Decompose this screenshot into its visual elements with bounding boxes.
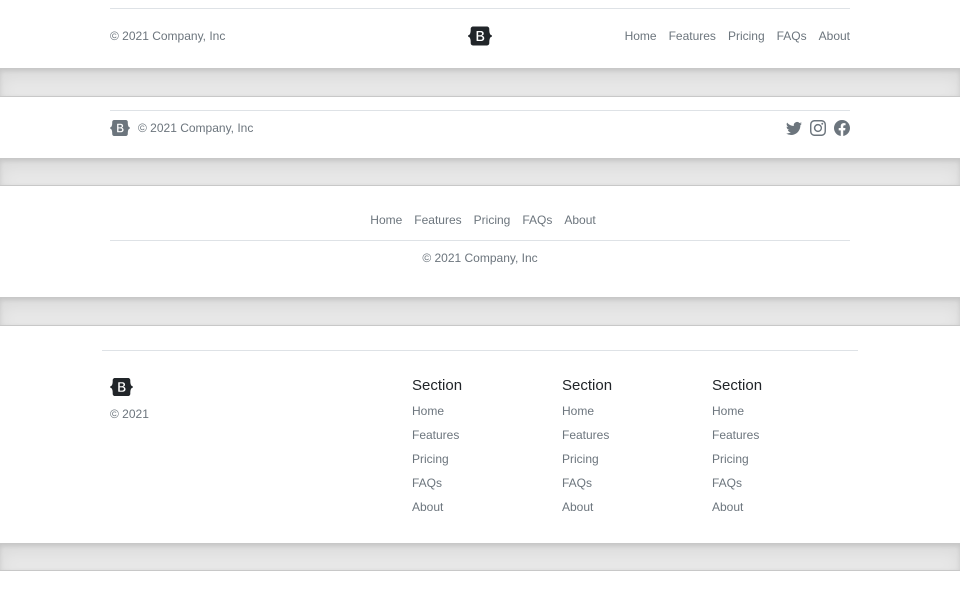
footer-social: © 2021 Company, Inc [110, 110, 850, 145]
social-links [786, 120, 850, 136]
nav-link-pricing[interactable]: Pricing [562, 452, 599, 466]
section-title: Section [712, 377, 763, 394]
section-title: Section [562, 377, 613, 394]
nav-item: FAQs [412, 474, 552, 492]
nav-link-faqs[interactable]: FAQs [412, 476, 443, 490]
copyright-text: © 2021 [110, 407, 149, 421]
nav-link-home[interactable]: Home [412, 404, 445, 418]
example-divider [0, 158, 960, 186]
footer-centered-nav: Home Features Pricing FAQs About [110, 213, 850, 227]
nav-link-features[interactable]: Features [412, 428, 460, 442]
nav-link-features[interactable]: Features [414, 213, 462, 227]
nav-item: About [562, 498, 702, 516]
nav-link-features[interactable]: Features [562, 428, 610, 442]
nav-item: Home [364, 213, 408, 227]
copyright-text: © 2021 Company, Inc [138, 121, 254, 135]
nav-link-home[interactable]: Home [624, 29, 657, 43]
nav-item: Features [562, 426, 702, 444]
nav-link-about[interactable]: About [562, 500, 594, 514]
bootstrap-logo-icon [468, 27, 492, 46]
nav-item: About [412, 498, 552, 516]
nav-link-home[interactable]: Home [562, 404, 595, 418]
nav-link-pricing[interactable]: Pricing [412, 452, 449, 466]
bootstrap-logo-icon [110, 378, 133, 396]
brand-logo-link[interactable] [110, 378, 133, 396]
facebook-icon [834, 120, 850, 136]
nav-item: Pricing [412, 450, 552, 468]
section-links: Home Features Pricing FAQs About [562, 402, 702, 516]
social-item [810, 120, 826, 136]
nav-link-pricing[interactable]: Pricing [473, 213, 511, 227]
nav-link-features[interactable]: Features [712, 428, 760, 442]
footer-column-2: Section Home Features Pricing FAQs About [562, 378, 702, 522]
nav-item: Home [712, 402, 852, 420]
section-links: Home Features Pricing FAQs About [412, 402, 552, 516]
instagram-link[interactable] [810, 120, 826, 136]
footer-column-1: Section Home Features Pricing FAQs About [412, 378, 552, 522]
nav-item: Features [712, 426, 852, 444]
nav-item: About [813, 29, 850, 43]
nav-link-home[interactable]: Home [370, 213, 403, 227]
nav-item: About [558, 213, 595, 227]
nav-item: Features [663, 29, 722, 43]
bootstrap-logo-icon [110, 120, 130, 136]
nav-item: FAQs [516, 213, 558, 227]
example-divider [0, 543, 960, 571]
example-divider [0, 68, 960, 97]
nav-item: Pricing [468, 213, 517, 227]
nav-item: Home [562, 402, 702, 420]
nav-link-home[interactable]: Home [712, 404, 745, 418]
nav-item: Home [412, 402, 552, 420]
nav-item: Features [412, 426, 552, 444]
nav-link-pricing[interactable]: Pricing [727, 29, 765, 43]
nav-item: FAQs [562, 474, 702, 492]
brand-logo-link[interactable] [468, 27, 492, 46]
nav-link-about[interactable]: About [412, 500, 444, 514]
section-links: Home Features Pricing FAQs About [712, 402, 852, 516]
nav-link-about[interactable]: About [564, 213, 596, 227]
nav-item: Features [408, 213, 467, 227]
nav-link-faqs[interactable]: FAQs [522, 213, 553, 227]
brand-logo-link[interactable] [110, 120, 130, 136]
social-item [834, 120, 850, 136]
horizontal-rule [102, 350, 858, 351]
nav-link-faqs[interactable]: FAQs [712, 476, 743, 490]
twitter-icon [786, 120, 802, 136]
social-item [786, 120, 802, 136]
nav-link-faqs[interactable]: FAQs [776, 29, 807, 43]
twitter-link[interactable] [786, 120, 802, 136]
nav-item: Pricing [562, 450, 702, 468]
nav-link-faqs[interactable]: FAQs [562, 476, 593, 490]
copyright-text: © 2021 Company, Inc [422, 251, 538, 265]
copyright-text: © 2021 Company, Inc [110, 29, 226, 43]
instagram-icon [810, 120, 826, 136]
nav-item: FAQs [712, 474, 852, 492]
example-divider [0, 297, 960, 326]
nav-item: Home [619, 29, 663, 43]
facebook-link[interactable] [834, 120, 850, 136]
nav-item: Pricing [712, 450, 852, 468]
footer-social-row: © 2021 Company, Inc [110, 111, 850, 145]
footer-simple: © 2021 Company, Inc Home Features Pricin… [110, 8, 850, 63]
section-title: Section [412, 377, 463, 394]
nav-link-about[interactable]: About [712, 500, 744, 514]
nav-link-about[interactable]: About [818, 29, 850, 43]
footer-nav: Home Features Pricing FAQs About [619, 29, 850, 43]
footer-simple-row: © 2021 Company, Inc Home Features Pricin… [110, 9, 850, 63]
footer-social-brand-group: © 2021 Company, Inc [110, 120, 253, 136]
footer-column-3: Section Home Features Pricing FAQs About [712, 378, 852, 522]
nav-link-pricing[interactable]: Pricing [712, 452, 749, 466]
nav-item: Pricing [722, 29, 771, 43]
nav-item: FAQs [771, 29, 813, 43]
nav-item: About [712, 498, 852, 516]
horizontal-rule [110, 240, 850, 241]
nav-link-features[interactable]: Features [668, 29, 716, 43]
